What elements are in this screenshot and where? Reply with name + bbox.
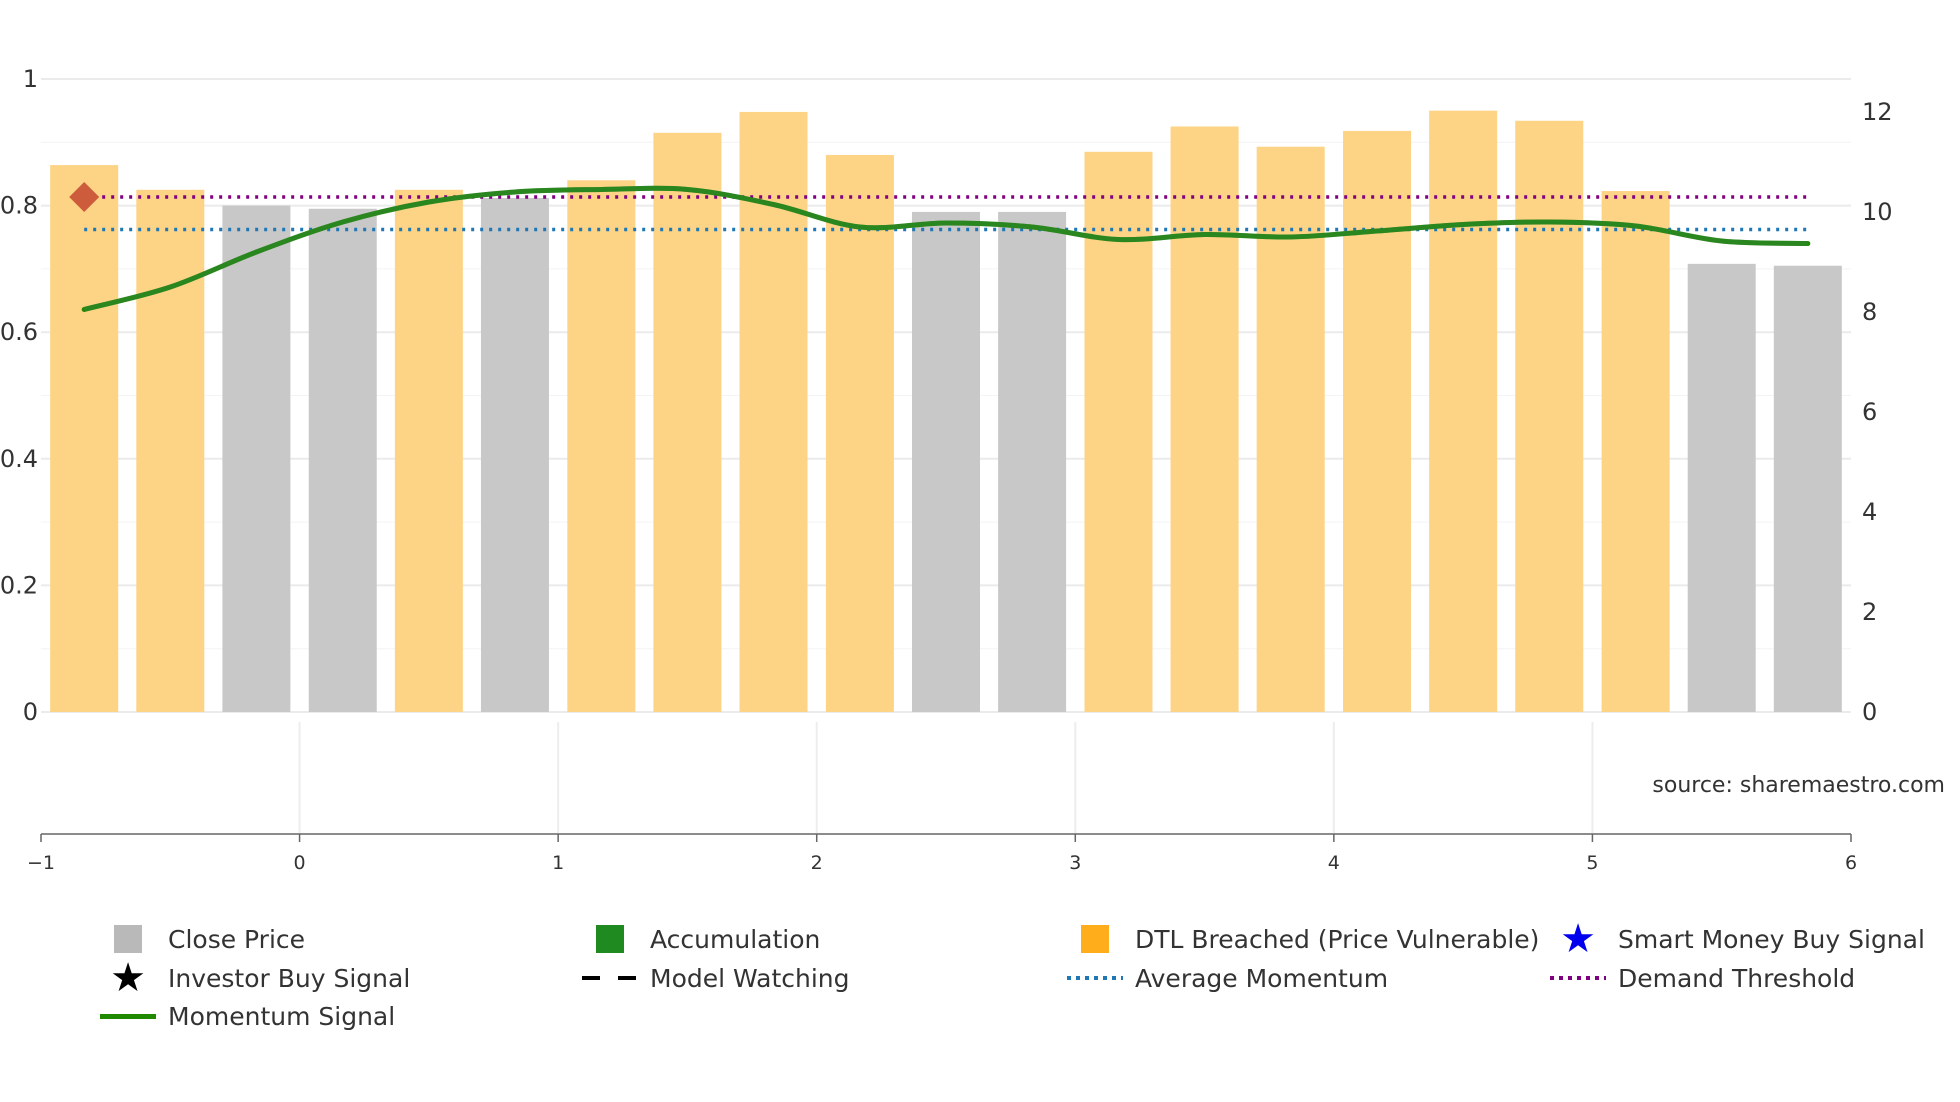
legend-symbol (580, 961, 640, 995)
left-tick-label: 1 (23, 65, 38, 93)
price-bar (1601, 191, 1670, 712)
x-tick-label: 1 (552, 852, 564, 874)
price-bar (653, 132, 722, 712)
price-bar (567, 180, 636, 712)
legend-symbol (1548, 961, 1608, 995)
price-bar (998, 211, 1067, 712)
price-bar (308, 208, 377, 712)
legend-symbol (1065, 922, 1125, 956)
legend-label: Momentum Signal (168, 1001, 396, 1031)
solid-line-icon (100, 1013, 156, 1019)
price-bar (1687, 263, 1756, 712)
legend-label: Accumulation (650, 924, 821, 954)
legend-item: DTL Breached (Price Vulnerable) (1065, 922, 1539, 956)
x-tick-label: 3 (1069, 852, 1081, 874)
right-tick-label: 6 (1862, 398, 1877, 426)
x-tick-label: 2 (811, 852, 823, 874)
legend-item: Demand Threshold (1548, 961, 1855, 995)
legend-symbol (98, 999, 158, 1033)
right-axis-ticks: 0 2 4 6 8 10 12 (1862, 98, 1893, 726)
left-tick-label: 0.8 (0, 192, 38, 220)
legend-label: Smart Money Buy Signal (1618, 924, 1925, 954)
price-bar (50, 165, 119, 712)
legend-item: Model Watching (580, 961, 850, 995)
source-label: source: sharemaestro.com (1652, 773, 1945, 798)
price-bar (1256, 146, 1325, 712)
dotted-line-icon (1550, 976, 1606, 980)
legend-item: Accumulation (580, 922, 820, 956)
legend-square-icon (1081, 925, 1109, 953)
right-tick-label: 8 (1862, 298, 1877, 326)
dashed-line-icon (582, 976, 638, 980)
price-bar (1515, 120, 1584, 712)
price-bar (136, 189, 205, 712)
left-tick-label: 0.6 (0, 318, 38, 346)
star-icon: ★ (1560, 916, 1596, 962)
left-tick-label: 0.2 (0, 571, 38, 599)
price-bar (480, 198, 549, 712)
dotted-line-icon (1067, 976, 1123, 980)
price-bar (825, 154, 894, 712)
legend-label: Average Momentum (1135, 963, 1389, 993)
legend-label: Close Price (168, 924, 306, 954)
right-tick-label: 10 (1862, 198, 1893, 226)
legend-symbol: ★ (1548, 916, 1608, 962)
momentum-line (69, 182, 1811, 312)
right-tick-label: 2 (1862, 598, 1877, 626)
legend-item: ★ Smart Money Buy Signal (1548, 916, 1925, 962)
price-bar (394, 189, 463, 712)
right-tick-label: 12 (1862, 98, 1893, 126)
legend-symbol (1065, 961, 1125, 995)
legend-item: Close Price (98, 922, 305, 956)
legend-symbol (98, 922, 158, 956)
x-tick-label: 0 (294, 852, 306, 874)
price-bar (1343, 130, 1412, 712)
right-tick-label: 0 (1862, 698, 1877, 726)
price-bar (222, 205, 291, 712)
lower-panel (41, 722, 1851, 835)
momentum-signal-line (81, 185, 1811, 312)
x-tick-label: 4 (1328, 852, 1340, 874)
price-bar (1170, 126, 1239, 713)
price-bar (1084, 151, 1153, 713)
x-tick-label: 6 (1845, 852, 1857, 874)
legend-label: Investor Buy Signal (168, 963, 411, 993)
price-bar (912, 211, 980, 712)
legend-item: Momentum Signal (98, 999, 395, 1033)
left-tick-label: 0 (23, 698, 38, 726)
legend-label: Demand Threshold (1618, 963, 1856, 993)
right-tick-label: 4 (1862, 498, 1877, 526)
momentum-diamond-marker (69, 182, 100, 212)
legend-symbol: ★ (98, 955, 158, 1001)
legend-label: Model Watching (650, 963, 850, 993)
legend-label: DTL Breached (Price Vulnerable) (1135, 924, 1540, 954)
legend-item: Average Momentum (1065, 961, 1388, 995)
legend-symbol (580, 922, 640, 956)
left-axis-ticks: 0 0.2 0.4 0.6 0.8 1 (0, 65, 38, 726)
legend-square-icon (596, 925, 624, 953)
momentum-signal-shade (83, 185, 1808, 312)
price-bar (1773, 265, 1842, 712)
star-icon: ★ (110, 955, 146, 1001)
legend-item: ★ Investor Buy Signal (98, 955, 411, 1001)
legend: Close Price Accumulation DTL Breached (Pri… (0, 916, 1960, 1060)
bar-series (50, 110, 1842, 713)
x-tick-label: −1 (27, 852, 55, 874)
legend-square-icon (114, 925, 142, 953)
x-tick-label: 5 (1586, 852, 1598, 874)
price-bar (1429, 110, 1498, 712)
x-axis-ticks: −1 0 1 2 3 4 5 6 (27, 834, 1857, 874)
left-tick-label: 0.4 (0, 445, 38, 473)
